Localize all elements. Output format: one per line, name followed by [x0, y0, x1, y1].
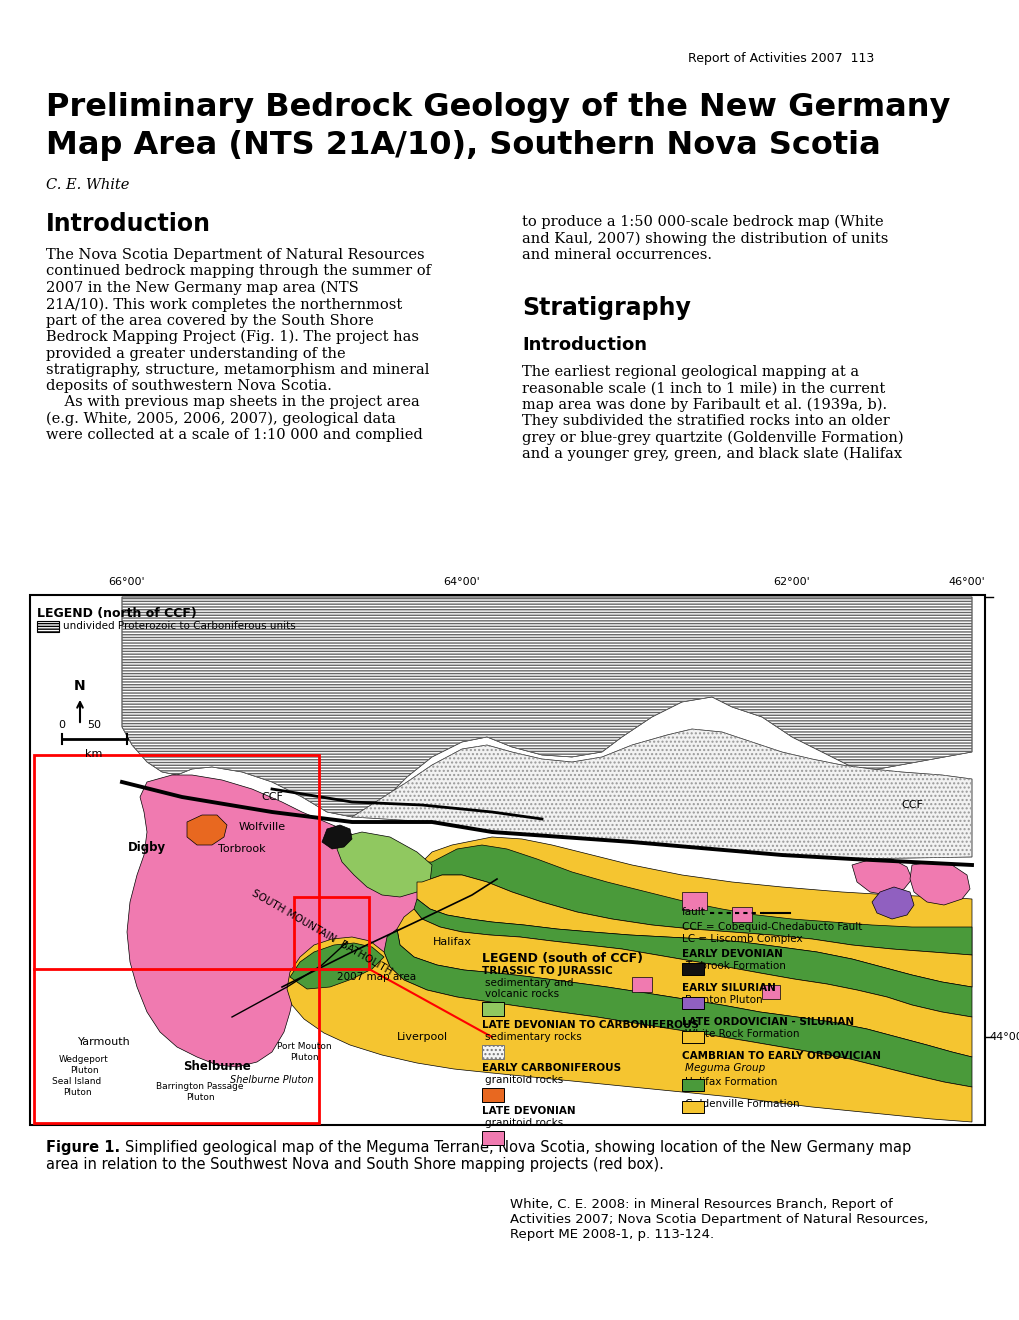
- Text: Introduction: Introduction: [522, 337, 646, 354]
- Text: Port Mouton
Pluton: Port Mouton Pluton: [276, 1043, 331, 1061]
- Text: EARLY CARBONIFEROUS: EARLY CARBONIFEROUS: [482, 1063, 621, 1073]
- Text: LATE ORDOVICIAN - SILURIAN: LATE ORDOVICIAN - SILURIAN: [682, 1016, 853, 1027]
- Text: 44°00': 44°00': [988, 1032, 1019, 1041]
- Polygon shape: [632, 977, 651, 993]
- Text: LEGEND (south of CCF): LEGEND (south of CCF): [482, 952, 642, 965]
- Bar: [482, 1045, 503, 1059]
- Text: White, C. E. 2008: in Mineral Resources Branch, Report of
Activities 2007; Nova : White, C. E. 2008: in Mineral Resources …: [510, 1199, 927, 1241]
- Polygon shape: [417, 837, 971, 1057]
- Text: CCF: CCF: [261, 792, 282, 803]
- Text: sedimentary and: sedimentary and: [484, 978, 573, 987]
- Text: Wolfville: Wolfville: [238, 822, 285, 832]
- Polygon shape: [909, 862, 969, 906]
- Bar: [682, 1031, 703, 1043]
- Text: km: km: [86, 748, 103, 759]
- Polygon shape: [383, 929, 971, 1086]
- Text: volcanic rocks: volcanic rocks: [484, 989, 558, 999]
- Text: CCF = Cobequid-Chedabucto Fault: CCF = Cobequid-Chedabucto Fault: [682, 921, 861, 932]
- Polygon shape: [851, 859, 911, 895]
- Text: Wedgeport
Pluton: Wedgeport Pluton: [59, 1055, 109, 1074]
- Text: 62°00': 62°00': [772, 577, 809, 587]
- Bar: [682, 1078, 703, 1092]
- Polygon shape: [352, 729, 971, 859]
- Text: Simplified geological map of the Meguma Terrane, Nova Scotia, showing location o: Simplified geological map of the Meguma …: [125, 1140, 910, 1155]
- Text: granitoid rocks: granitoid rocks: [484, 1074, 562, 1085]
- Text: LATE DEVONIAN TO CARBONIFEROUS: LATE DEVONIAN TO CARBONIFEROUS: [482, 1020, 698, 1030]
- Polygon shape: [417, 875, 971, 987]
- Polygon shape: [396, 909, 971, 1057]
- Text: Introduction: Introduction: [46, 213, 211, 236]
- Text: Halifax: Halifax: [432, 937, 471, 946]
- Text: The earliest regional geological mapping at a
reasonable scale (1 inch to 1 mile: The earliest regional geological mapping…: [522, 366, 903, 462]
- Text: Shelburne: Shelburne: [183, 1060, 251, 1073]
- Text: 50: 50: [87, 719, 101, 730]
- Text: Liverpool: Liverpool: [396, 1032, 447, 1041]
- Text: EARLY DEVONIAN: EARLY DEVONIAN: [682, 949, 783, 960]
- Text: LEGEND (north of CCF): LEGEND (north of CCF): [37, 607, 197, 620]
- Text: 2007 map area: 2007 map area: [336, 972, 416, 982]
- Text: 64°00': 64°00': [443, 577, 480, 587]
- Text: sedimentary rocks: sedimentary rocks: [484, 1032, 581, 1041]
- Polygon shape: [417, 845, 971, 954]
- Bar: [482, 1088, 503, 1102]
- Polygon shape: [871, 887, 913, 919]
- Text: N: N: [74, 678, 86, 693]
- Text: Goldenville Formation: Goldenville Formation: [685, 1100, 799, 1109]
- Text: CCF: CCF: [900, 800, 922, 810]
- Text: White Rock Formation: White Rock Formation: [685, 1030, 799, 1039]
- Text: LC = Liscomb Complex: LC = Liscomb Complex: [682, 935, 802, 944]
- Polygon shape: [186, 814, 227, 845]
- Text: undivided Proterozoic to Carboniferous units: undivided Proterozoic to Carboniferous u…: [63, 620, 296, 631]
- Polygon shape: [322, 825, 352, 849]
- Polygon shape: [732, 907, 751, 921]
- Bar: [682, 997, 703, 1008]
- Text: Meguma Group: Meguma Group: [685, 1063, 764, 1073]
- Polygon shape: [336, 832, 432, 898]
- Text: 46°00': 46°00': [948, 577, 984, 587]
- Text: EARLY SILURIAN: EARLY SILURIAN: [682, 983, 775, 993]
- Polygon shape: [414, 899, 971, 1016]
- Text: The Nova Scotia Department of Natural Resources
continued bedrock mapping throug: The Nova Scotia Department of Natural Re…: [46, 248, 431, 442]
- Polygon shape: [122, 597, 971, 817]
- Bar: [34, 755, 319, 1123]
- Polygon shape: [761, 985, 780, 999]
- Text: 0: 0: [58, 719, 65, 730]
- Bar: [482, 1002, 503, 1016]
- Text: to produce a 1:50 000-scale bedrock map (White
and Kaul, 2007) showing the distr: to produce a 1:50 000-scale bedrock map …: [522, 215, 888, 263]
- Text: Figure 1.: Figure 1.: [46, 1140, 120, 1155]
- Text: Seal Island
Pluton: Seal Island Pluton: [52, 1077, 102, 1097]
- Bar: [30, 595, 984, 1125]
- Bar: [37, 620, 59, 632]
- Text: Brenton Pluton: Brenton Pluton: [685, 995, 762, 1005]
- Text: 66°00': 66°00': [109, 577, 145, 587]
- Text: Report of Activities 2007  113: Report of Activities 2007 113: [688, 51, 873, 65]
- Text: Barrington Passage
Pluton: Barrington Passage Pluton: [156, 1082, 244, 1102]
- Text: Yarmouth: Yarmouth: [77, 1038, 130, 1047]
- Text: Map Area (NTS 21A/10), Southern Nova Scotia: Map Area (NTS 21A/10), Southern Nova Sco…: [46, 129, 879, 161]
- Text: Preliminary Bedrock Geology of the New Germany: Preliminary Bedrock Geology of the New G…: [46, 92, 950, 123]
- Text: granitoid rocks: granitoid rocks: [484, 1118, 562, 1129]
- Text: Halifax Formation: Halifax Formation: [685, 1077, 776, 1086]
- Bar: [682, 964, 703, 975]
- Polygon shape: [127, 775, 496, 1067]
- Text: C. E. White: C. E. White: [46, 178, 129, 191]
- Text: SOUTH MOUNTAIN  BATHOLITH: SOUTH MOUNTAIN BATHOLITH: [250, 887, 393, 977]
- Bar: [482, 1131, 503, 1144]
- Text: Torbrook Formation: Torbrook Formation: [685, 961, 785, 972]
- Text: CAMBRIAN TO EARLY ORDOVICIAN: CAMBRIAN TO EARLY ORDOVICIAN: [682, 1051, 880, 1061]
- Text: Stratigraphy: Stratigraphy: [522, 296, 690, 319]
- Text: Shelburne Pluton: Shelburne Pluton: [230, 1074, 314, 1085]
- Text: fault: fault: [682, 907, 705, 917]
- Bar: [293, 898, 369, 969]
- Text: area in relation to the Southwest Nova and South Shore mapping projects (red box: area in relation to the Southwest Nova a…: [46, 1158, 663, 1172]
- Text: Torbrook: Torbrook: [218, 843, 266, 854]
- Text: Digby: Digby: [127, 841, 166, 854]
- Bar: [682, 1101, 703, 1113]
- Text: LATE DEVONIAN: LATE DEVONIAN: [482, 1106, 575, 1115]
- Polygon shape: [682, 892, 706, 909]
- Polygon shape: [286, 937, 971, 1122]
- Text: TRIASSIC TO JURASSIC: TRIASSIC TO JURASSIC: [482, 966, 612, 975]
- Polygon shape: [289, 942, 383, 989]
